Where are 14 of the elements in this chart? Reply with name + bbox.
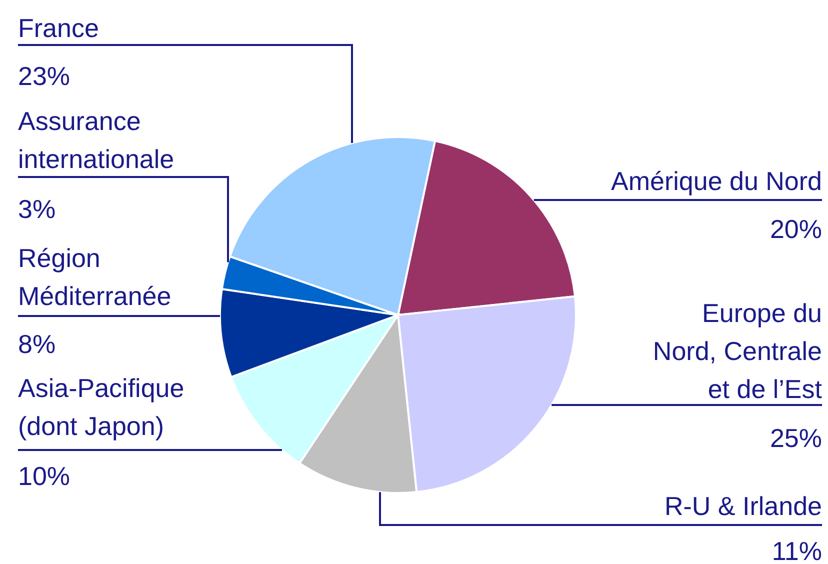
data-label: 23% <box>18 61 70 91</box>
slice-label: R-U & Irlande <box>664 491 822 521</box>
slice-label: Région Méditerranée <box>18 243 172 311</box>
data-label: 25% <box>770 423 822 453</box>
data-label: 3% <box>18 194 56 224</box>
data-label: 8% <box>18 329 56 359</box>
slice-label: France <box>18 13 99 43</box>
slice-label: Assurance internationale <box>18 106 174 174</box>
data-label: 11% <box>772 536 822 564</box>
slice-label: Asia-Pacifique (dont Japon) <box>18 373 184 441</box>
slice-label: Amérique du Nord <box>611 166 822 196</box>
slice-label: Europe du Nord, Centrale et de l’Est <box>652 298 823 404</box>
data-label: 20% <box>770 214 822 244</box>
data-label: 10% <box>18 461 70 491</box>
